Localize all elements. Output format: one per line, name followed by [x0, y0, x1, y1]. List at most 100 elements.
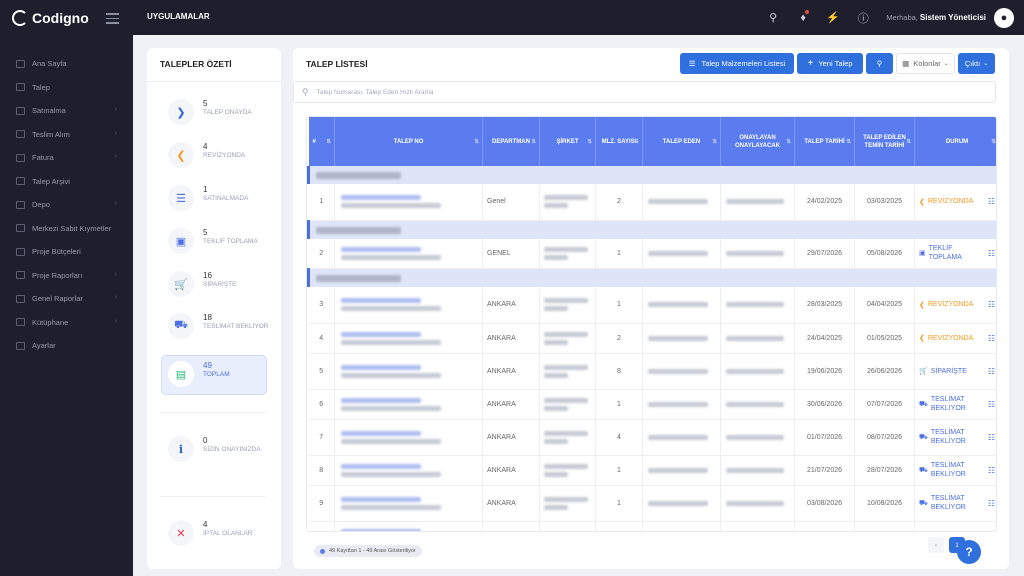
request-no-redacted[interactable]	[334, 353, 483, 390]
request-no-redacted[interactable]	[334, 389, 483, 420]
table-row[interactable]: 6 ANKARA 1 30/06/2026 07/07/2026 ⛟ TESLİMAT BE…	[308, 389, 996, 420]
sidebar-item[interactable]: Proje Bütçeleri	[0, 240, 133, 264]
menu-toggle-icon[interactable]	[106, 13, 119, 27]
department: ANKARA	[482, 455, 540, 486]
table-row[interactable]: 4 ANKARA 2 24/04/2025 01/05/2025 ❮ REVİZYONDA ☷	[308, 323, 996, 354]
column-header[interactable]: DEPARTMAN ⇅	[482, 117, 540, 166]
sidebar-item[interactable]: Talep	[0, 76, 133, 100]
help-button[interactable]: ?	[957, 540, 981, 564]
search-input[interactable]: ⚲ Talep Numarası, Talep Eden Hızlı Arama	[293, 81, 996, 103]
sort-icon: ⇅	[531, 139, 536, 145]
column-header[interactable]: ŞİRKET ⇅	[539, 117, 596, 166]
column-header[interactable]: TALEP TARİHİ ⇅	[794, 117, 855, 166]
status-cell[interactable]: ❮ REVİZYONDA ☷	[914, 323, 996, 354]
materials-list-button[interactable]: ☰ Talep Malzemeleri Listesi	[680, 53, 794, 74]
status-cell[interactable]: 🛒 SİPARİŞTE ☷	[914, 353, 996, 390]
avatar[interactable]: ●	[994, 7, 1014, 28]
columns-button[interactable]: ▦ Kolonlar ⌄	[896, 53, 955, 74]
table-row[interactable]: 9 ANKARA 1 03/08/2026 10/08/2026 ⛟ TESLİMAT BE…	[308, 485, 996, 522]
material-count[interactable]: 4	[595, 419, 643, 456]
org-chart-icon[interactable]: ☷	[987, 333, 995, 343]
sidebar-item[interactable]: Genel Raporlar ›	[0, 287, 133, 311]
request-no-redacted[interactable]	[334, 455, 483, 486]
summary-stat[interactable]: ❯ 5 TALEP ONAYDA	[168, 99, 276, 125]
table-row[interactable]: 2 GENEL 1 29/07/2026 05/08/2026 ▣ TEKLİF TOPLA…	[308, 238, 996, 269]
status-badge: REVİZYONDA	[927, 198, 974, 206]
org-chart-icon[interactable]: ☷	[987, 432, 995, 442]
status-cell[interactable]: ⛟ TESLİMAT BEKLİYOR ☷	[914, 485, 996, 522]
sidebar-item[interactable]: Proje Raporları ›	[0, 264, 133, 288]
summary-stat[interactable]: ▤ 49 TOPLAM	[161, 355, 267, 395]
material-count[interactable]: 1	[595, 238, 643, 269]
sidebar-item-label: Genel Raporlar	[32, 294, 83, 304]
brand[interactable]: Codigno	[0, 0, 133, 35]
status-cell[interactable]: ⛟ TESLİMAT BEKLİYOR ☷	[914, 455, 996, 486]
sidebar-item[interactable]: Ana Sayfa	[0, 52, 133, 76]
column-header[interactable]: # ⇅	[308, 117, 335, 166]
bell-icon[interactable]: ♦	[788, 9, 818, 24]
org-chart-icon[interactable]: ☷	[987, 248, 995, 258]
sidebar-item[interactable]: Fatura ›	[0, 146, 133, 170]
column-header[interactable]: TALEP EDEN ⇅	[642, 117, 721, 166]
sidebar-item[interactable]: Merkezi Sabit Kıymetler	[0, 217, 133, 241]
material-count[interactable]: 1	[595, 485, 643, 522]
table-row[interactable]: 5 ANKARA 8 19/06/2026 26/06/2026 🛒 SİPARİŞTE ☷	[308, 353, 996, 390]
summary-stat[interactable]: ☰ 1 SATINALMADA	[168, 185, 276, 211]
status-cell[interactable]: ⛟ TESLİMAT BEKLİYOR ☷	[914, 389, 996, 420]
status-cell[interactable]: ❮ REVİZYONDA ☷	[914, 184, 996, 221]
table-row[interactable]: 3 ANKARA 1 28/03/2025 04/04/2025 ❮ REVİZYONDA ☷	[308, 287, 996, 324]
material-count[interactable]: 8	[595, 353, 643, 390]
org-chart-icon[interactable]: ☷	[987, 399, 995, 409]
summary-stat[interactable]: 🛒 16 SİPARİŞTE	[168, 271, 276, 297]
org-chart-icon[interactable]: ☷	[987, 300, 995, 310]
request-no-redacted[interactable]	[334, 184, 483, 221]
chevron-left-icon: ❮	[168, 142, 194, 168]
prev-page-button[interactable]: ‹	[928, 537, 944, 553]
org-chart-icon[interactable]: ☷	[987, 197, 995, 207]
org-chart-icon[interactable]: ☷	[987, 465, 995, 475]
status-cell[interactable]: ❮ REVİZYONDA ☷	[914, 287, 996, 324]
lightning-icon[interactable]: ⚡	[826, 12, 841, 24]
table-row[interactable]: 1 Genel 2 24/02/2025 03/03/2025 ❮ REVİZYONDA ☷	[308, 184, 996, 221]
sidebar-item[interactable]: Ayarlar	[0, 334, 133, 358]
zoom-button[interactable]: ⚲	[866, 53, 893, 74]
material-count[interactable]: 1	[595, 455, 643, 486]
table-row[interactable]: 7 ANKARA 4 01/07/2026 08/07/2026 ⛟ TESLİMAT BE…	[308, 419, 996, 456]
sidebar-item[interactable]: Depo ›	[0, 193, 133, 217]
summary-stat[interactable]: ⛟ 18 TESLİMAT BEKLİYOR	[168, 313, 276, 339]
summary-stat[interactable]: ▣ 5 TEKLİF TOPLAMA	[168, 228, 276, 254]
column-header[interactable]: ONAYLAYAN ONAYLAYACAK ⇅	[720, 117, 795, 166]
table-row[interactable]: 8 ANKARA 1 21/07/2026 28/07/2026 ⛟ TESLİMAT BE…	[308, 455, 996, 486]
status-cell[interactable]: ⛟ TESLİMAT BEKLİYOR ☷	[914, 419, 996, 456]
column-header[interactable]: TALEP NO ⇅	[334, 117, 483, 166]
request-no-redacted[interactable]	[334, 419, 483, 456]
table-row[interactable]	[308, 521, 996, 531]
column-header[interactable]: DURUM ⇅	[914, 117, 996, 166]
request-no-redacted[interactable]	[334, 287, 483, 324]
summary-stat[interactable]: ✕ 4 İPTAL OLANLAR	[168, 520, 276, 546]
request-no-redacted[interactable]	[334, 485, 483, 522]
search-icon[interactable]: ⚲	[769, 12, 778, 24]
material-count[interactable]: 2	[595, 323, 643, 354]
org-chart-icon[interactable]: ☷	[987, 366, 995, 376]
org-chart-icon[interactable]: ☷	[987, 498, 995, 508]
column-header[interactable]: MLZ. SAYISI ⇅	[595, 117, 643, 166]
material-count[interactable]: 1	[595, 287, 643, 324]
export-button[interactable]: Çıktı ⌄	[958, 53, 995, 74]
sidebar-item[interactable]: Talep Arşivi	[0, 170, 133, 194]
row-number: 1	[308, 184, 335, 221]
sidebar-item[interactable]: Kütüphane ›	[0, 311, 133, 335]
sidebar-item[interactable]: Teslim Alım ›	[0, 123, 133, 147]
new-request-button[interactable]: + Yeni Talep	[797, 53, 863, 74]
help-circle-icon[interactable]: ⓘ	[857, 12, 869, 25]
column-header[interactable]: TALEP EDİLEN TEMİN TARİHİ ⇅	[854, 117, 915, 166]
request-no-redacted[interactable]	[334, 238, 483, 269]
sidebar-item[interactable]: Satınalma ›	[0, 99, 133, 123]
material-count[interactable]: 2	[595, 184, 643, 221]
material-count[interactable]: 1	[595, 389, 643, 420]
summary-stat[interactable]: ❮ 4 REVİZYONDA	[168, 142, 276, 168]
summary-stat[interactable]: i 0 SİZİN ONAYINIZDA	[168, 436, 276, 462]
request-no-redacted[interactable]	[334, 323, 483, 354]
top-menu-apps[interactable]: UYGULAMALAR	[147, 12, 210, 21]
status-cell[interactable]: ▣ TEKLİF TOPLAMA ☷	[914, 238, 996, 269]
